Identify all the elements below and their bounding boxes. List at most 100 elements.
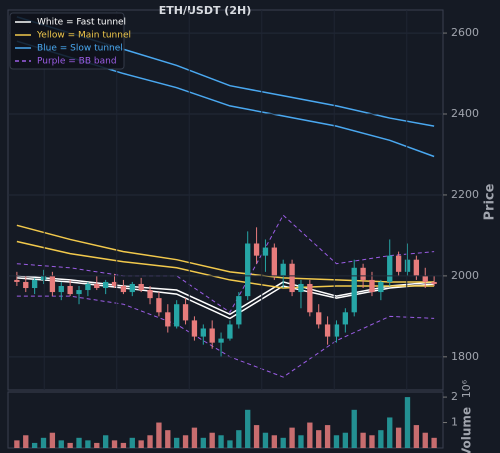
volume-bar [209, 432, 215, 448]
volume-bar [94, 442, 100, 448]
volume-bar [174, 437, 180, 448]
candle-body [404, 259, 411, 272]
y-tick-label: 1800 [451, 350, 479, 363]
candle-body [316, 312, 322, 325]
candle-body [378, 281, 384, 293]
candle-body [58, 285, 64, 293]
y-tick-label: 2400 [451, 107, 479, 120]
volume-bar [111, 440, 118, 448]
volume-bar [395, 427, 402, 448]
candle-body [218, 338, 224, 343]
legend-label: Blue = Slow tunnel [37, 44, 123, 54]
volume-bar [324, 425, 331, 448]
volume-bar [138, 440, 144, 448]
candle-body [191, 320, 198, 337]
volume-bar [378, 430, 384, 448]
volume-axis-label: Volume [460, 407, 474, 453]
volume-tick-label: 2 [451, 390, 458, 403]
volume-bar [67, 442, 73, 448]
volume-bar [253, 425, 260, 448]
candle-body [271, 247, 277, 276]
legend-label: White = Fast tunnel [37, 18, 126, 28]
candle-body [102, 281, 109, 289]
volume-bar [387, 417, 393, 448]
band-line [16, 214, 435, 314]
volume-bar [307, 422, 313, 448]
volume-bar [404, 397, 411, 448]
candle-body [23, 281, 29, 289]
candle-body [227, 324, 233, 339]
candle-body [138, 283, 144, 291]
candle-body [94, 283, 100, 289]
volume-bar [49, 432, 56, 448]
candle-body [200, 328, 206, 337]
candle-body [85, 283, 91, 291]
volume-bar [413, 425, 420, 448]
candle-body [67, 285, 73, 295]
candle-body [209, 328, 215, 343]
volume-bar [23, 435, 29, 448]
volume-bar [85, 440, 91, 448]
candle-body [111, 281, 118, 286]
candle-body [120, 285, 127, 293]
candle-body [298, 283, 304, 293]
volume-bar [360, 432, 366, 448]
volume-bar [129, 437, 135, 448]
candle-body [289, 263, 295, 293]
candle-body [413, 259, 420, 276]
candle-body [280, 263, 286, 276]
volume-bar [422, 432, 428, 448]
volume-bar [369, 435, 375, 448]
volume-bar [316, 430, 322, 448]
volume-bar [14, 440, 20, 448]
candle-body [333, 324, 340, 337]
volume-bar [58, 440, 64, 448]
volume-bar [102, 435, 109, 448]
candle-body [369, 279, 375, 293]
volume-bar [262, 432, 269, 448]
candle-body [431, 281, 437, 284]
volume-frame [7, 391, 444, 449]
candle-body [324, 324, 331, 337]
y-tick-label: 2600 [451, 26, 479, 39]
volume-bar [298, 435, 304, 448]
volume-bar [245, 409, 251, 448]
candle-body [147, 290, 153, 299]
volume-bar [351, 409, 357, 448]
volume-bar [431, 437, 437, 448]
volume-bar [200, 437, 206, 448]
candle-body [174, 304, 180, 327]
candle-body [360, 267, 366, 280]
candle-body [182, 304, 189, 321]
candle-body [165, 312, 171, 327]
legend-label: Purple = BB band [37, 57, 117, 67]
volume-bar [40, 437, 47, 448]
volume-bar [31, 442, 38, 448]
main-frame [7, 9, 444, 391]
legend-label: Yellow = Main tunnel [36, 31, 131, 41]
volume-bar [271, 435, 277, 448]
volume-bar [165, 430, 171, 448]
legend-box [9, 12, 125, 70]
candle-body [31, 279, 38, 289]
candle-body [307, 283, 313, 313]
candle-body [236, 296, 242, 325]
y-tick-label: 2200 [451, 188, 479, 201]
chart-title: ETH/USDT (2H) [159, 4, 251, 17]
volume-bar [120, 442, 127, 448]
candle-body [395, 255, 402, 272]
volume-bar [227, 440, 233, 448]
volume-bar [218, 435, 224, 448]
candle-body [40, 275, 47, 280]
candle-body [76, 290, 82, 295]
volume-bar [182, 435, 189, 448]
volume-bar [191, 427, 198, 448]
candle-body [351, 267, 357, 313]
volume-offset: 10⁶ [460, 379, 473, 398]
candle-body [262, 247, 269, 256]
volume-bar [156, 422, 162, 448]
volume-bar [342, 432, 349, 448]
candle-body [245, 243, 251, 297]
